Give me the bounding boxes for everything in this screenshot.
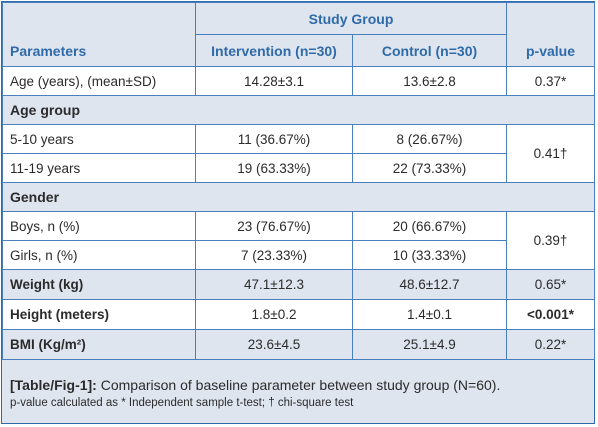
control-cell: 8 (26.67%) — [352, 124, 507, 154]
header-row-1: Parameters Study Group p-value — [2, 2, 595, 67]
intervention-cell: 47.1±12.3 — [195, 269, 353, 300]
column-header-parameters: Parameters — [2, 2, 196, 67]
p-value-cell: 0.37* — [506, 66, 595, 96]
column-header-intervention: Intervention (n=30) — [195, 34, 353, 67]
table-row-weight: Weight (kg) 47.1±12.3 48.6±12.7 0.65* — [2, 269, 595, 300]
table-caption: [Table/Fig-1]: Comparison of baseline pa… — [10, 376, 590, 411]
intervention-cell: 23 (76.67%) — [195, 211, 353, 241]
p-value-cell: 0.65* — [506, 269, 595, 300]
intervention-cell: 1.8±0.2 — [195, 299, 353, 330]
header-row-2: Intervention (n=30) Control (n=30) — [3, 34, 595, 67]
intervention-cell: 7 (23.33%) — [195, 240, 353, 270]
row-label: Girls, n (%) — [2, 240, 196, 270]
row-label: Boys, n (%) — [2, 211, 196, 241]
caption-footnote: p-value calculated as * Independent samp… — [10, 397, 354, 409]
control-cell: 25.1±4.9 — [352, 329, 507, 360]
section-row-age-group: Age group — [2, 95, 595, 125]
baseline-parameters-table: Parameters Study Group p-value Intervent… — [2, 2, 595, 360]
table-row-boys: Boys, n (%) 23 (76.67%) 20 (66.67%) 0.39… — [2, 211, 595, 270]
control-cell: 13.6±2.8 — [352, 66, 507, 96]
control-cell: 48.6±12.7 — [352, 269, 507, 300]
table-row-age-11-19: 11-19 years 19 (63.33%) 22 (73.33%) — [2, 153, 595, 183]
column-header-control: Control (n=30) — [352, 34, 507, 67]
intervention-cell: 19 (63.33%) — [195, 153, 353, 183]
control-cell: 20 (66.67%) — [352, 211, 507, 241]
section-label: Gender — [2, 182, 595, 212]
caption-reference: [Table/Fig-1]: — [10, 377, 97, 393]
table-row-age: Age (years), (mean±SD) 14.28±3.1 13.6±2.… — [2, 66, 595, 96]
control-cell: 22 (73.33%) — [352, 153, 507, 183]
control-cell: 1.4±0.1 — [352, 299, 507, 330]
row-label: BMI (Kg/m²) — [2, 329, 196, 360]
p-value-cell: <0.001* — [506, 299, 595, 330]
p-value-cell: 0.41† — [506, 124, 595, 183]
table-row-bmi: BMI (Kg/m²) 23.6±4.5 25.1±4.9 0.22* — [2, 329, 595, 360]
intervention-cell: 23.6±4.5 — [195, 329, 353, 360]
column-header-study-group: Study Group — [195, 2, 507, 35]
p-value-cell: 0.22* — [506, 329, 595, 360]
section-row-gender: Gender — [2, 182, 595, 212]
p-value-cell: 0.39† — [506, 211, 595, 270]
table-row-age-5-10: 5-10 years 11 (36.67%) 8 (26.67%) 0.41† — [2, 124, 595, 183]
intervention-cell: 11 (36.67%) — [195, 124, 353, 154]
row-label: Weight (kg) — [2, 269, 196, 300]
row-label: 11-19 years — [2, 153, 196, 183]
row-label: Height (meters) — [2, 299, 196, 330]
table-row-height: Height (meters) 1.8±0.2 1.4±0.1 <0.001* — [2, 299, 595, 330]
section-label: Age group — [2, 95, 595, 125]
intervention-cell: 14.28±3.1 — [195, 66, 353, 96]
row-label: Age (years), (mean±SD) — [2, 66, 196, 96]
caption-title-line: [Table/Fig-1]: Comparison of baseline pa… — [10, 376, 590, 394]
column-header-p-value: p-value — [506, 2, 595, 67]
caption-title: Comparison of baseline parameter between… — [96, 377, 501, 393]
row-label: 5-10 years — [2, 124, 196, 154]
table-row-girls: Girls, n (%) 7 (23.33%) 10 (33.33%) — [2, 240, 595, 270]
control-cell: 10 (33.33%) — [352, 240, 507, 270]
